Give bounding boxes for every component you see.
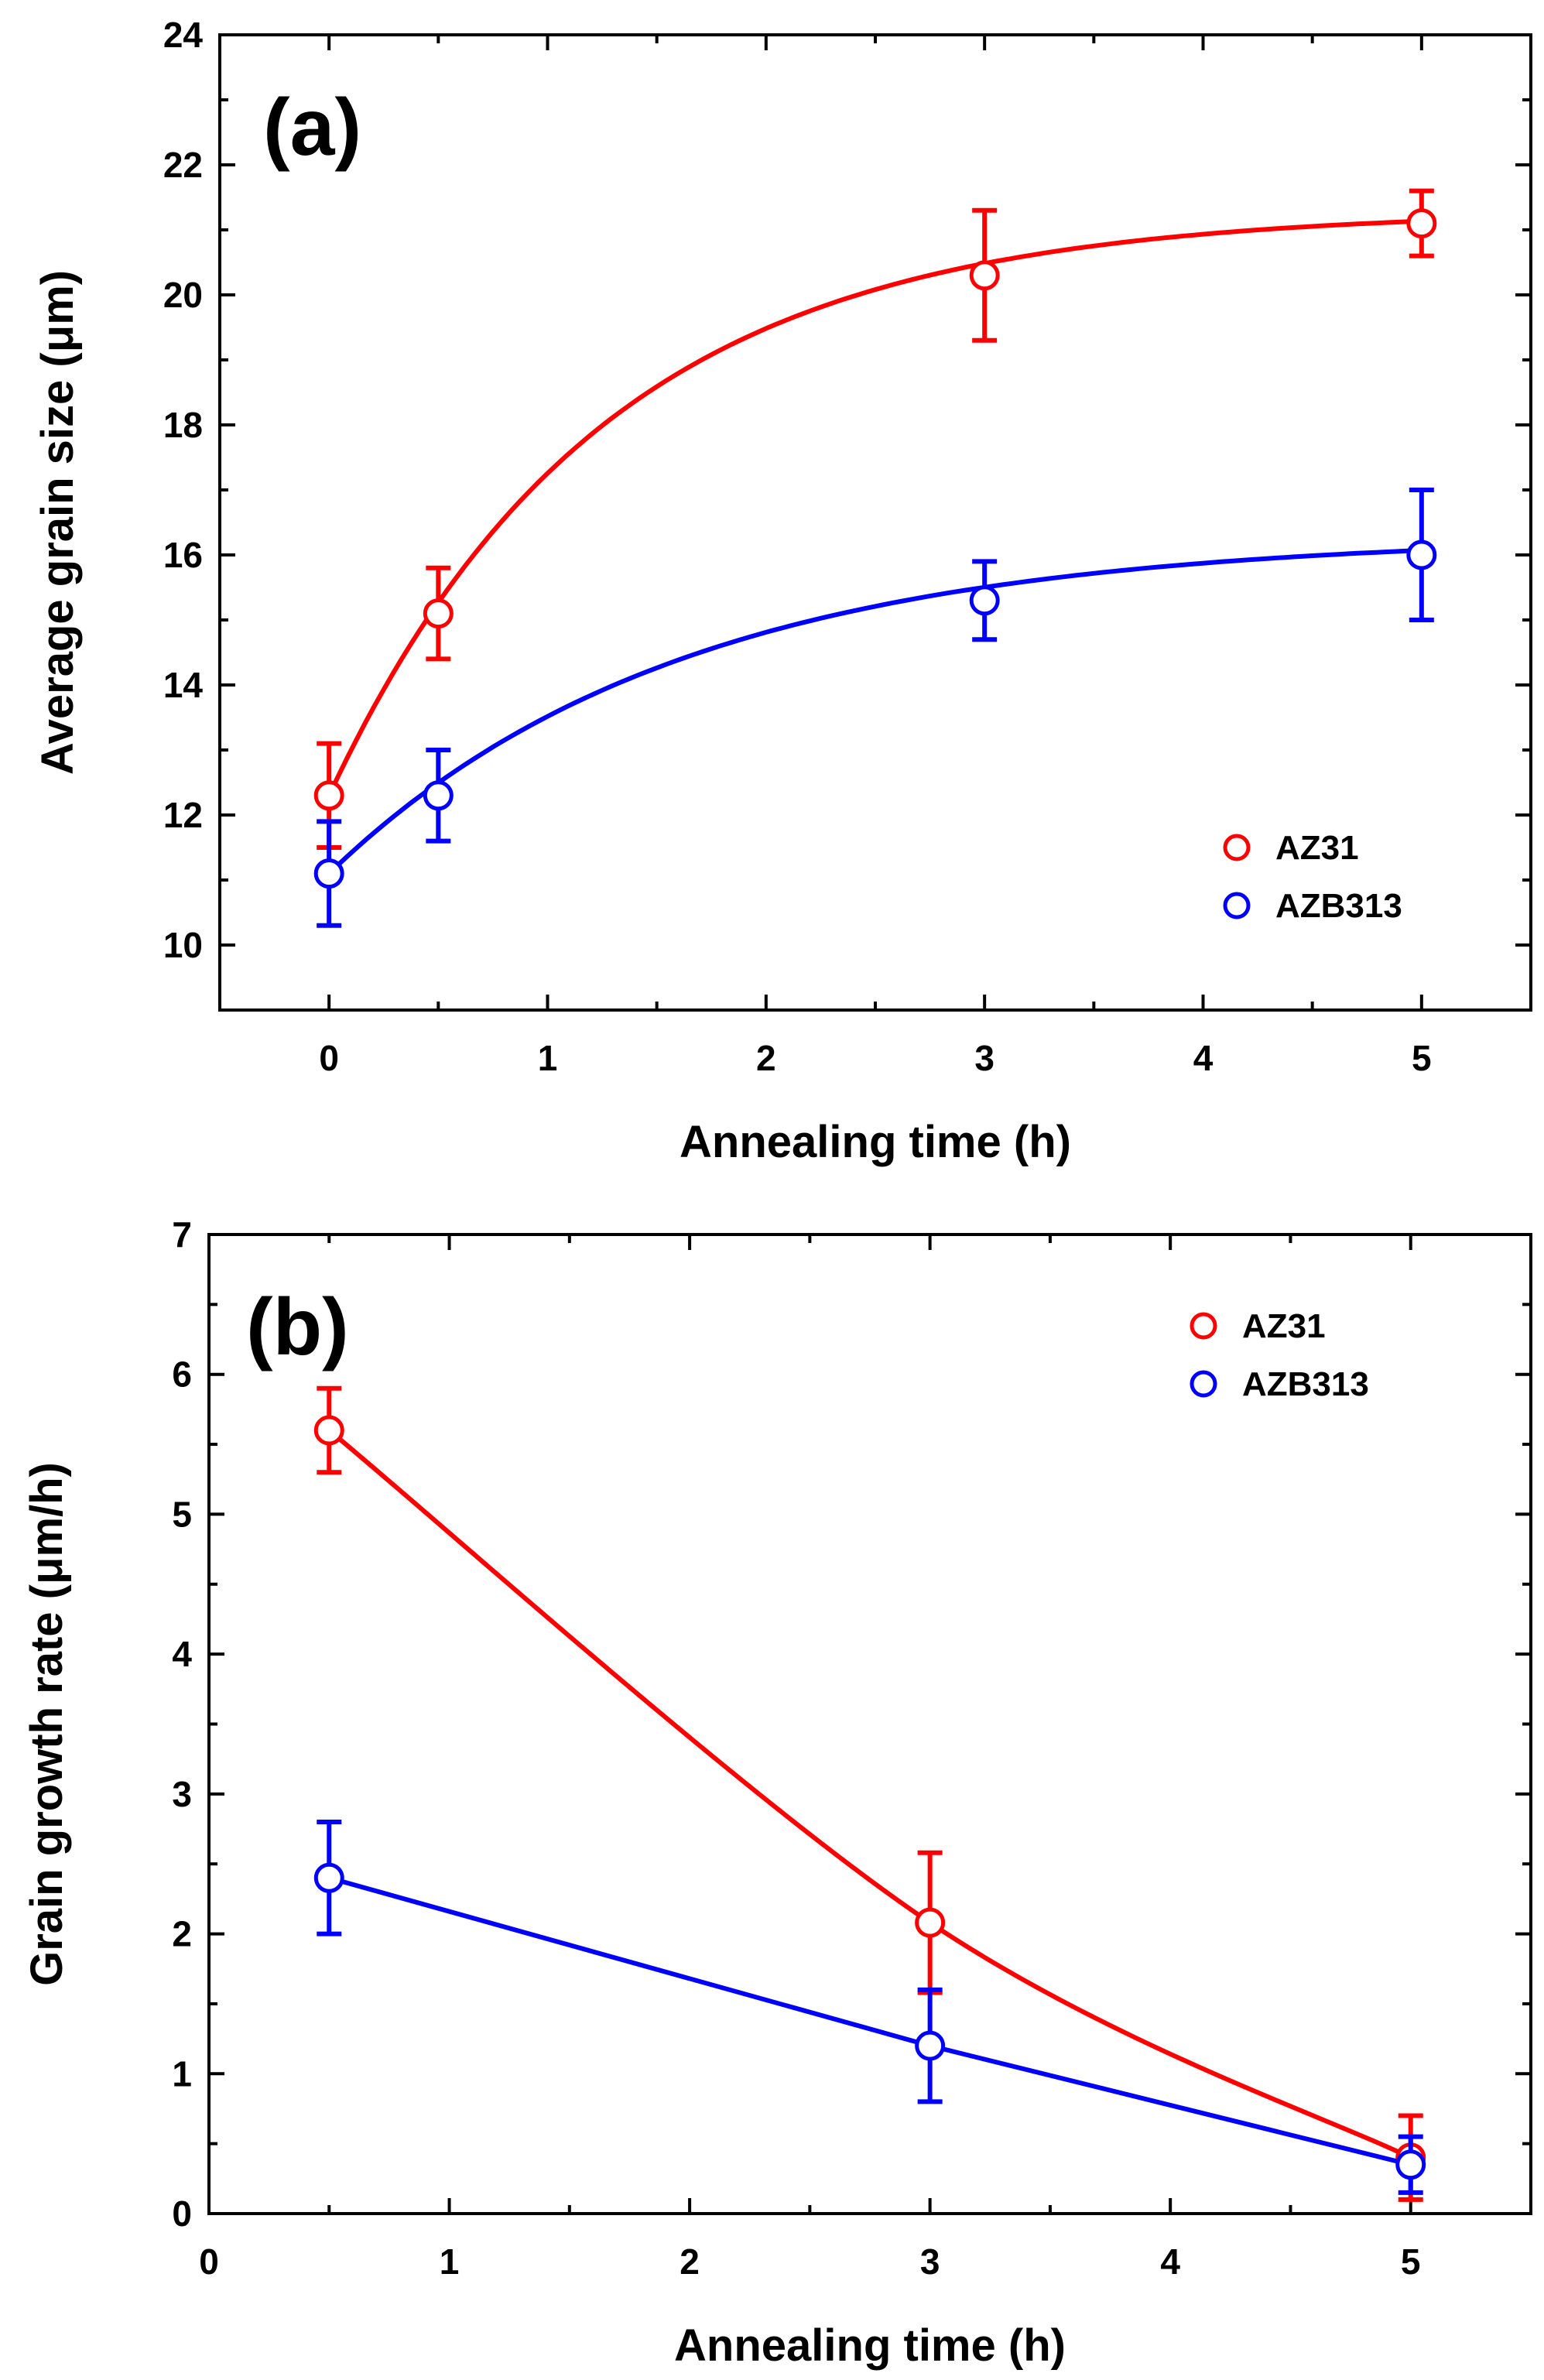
data-point <box>969 260 1000 291</box>
x-tick-label: 2 <box>756 1038 776 1078</box>
data-point <box>1406 539 1437 570</box>
panel-b: 0 1 2 3 4 5 0 1 2 3 4 5 6 7 Annealing time (h) Grain gr… <box>22 1214 1532 2371</box>
panel-label: (b) <box>246 1282 349 1372</box>
data-point <box>313 1415 344 1446</box>
y-tick-label: 16 <box>163 535 203 575</box>
legend-marker-AZ31 <box>1223 834 1251 861</box>
x-axis-title: Annealing time (h) <box>680 1117 1071 1167</box>
data-point <box>969 585 1000 616</box>
y-tick-label: 14 <box>163 665 204 705</box>
data-point <box>423 598 454 629</box>
data-point <box>313 1862 344 1893</box>
y-tick-label: 22 <box>163 145 203 185</box>
data-point <box>1395 2149 1426 2180</box>
series-AZB313 <box>313 1820 1426 2195</box>
x-tick-label: 5 <box>1401 2241 1421 2282</box>
data-point <box>313 780 344 811</box>
y-tick-label: 3 <box>172 1774 192 1814</box>
x-tick-label: 3 <box>974 1038 995 1078</box>
data-point <box>313 858 344 889</box>
y-tick-label: 4 <box>172 1634 192 1674</box>
x-tick-label: 0 <box>199 2241 219 2282</box>
panel-label: (a) <box>263 83 361 173</box>
legend-marker-AZB313 <box>1223 892 1251 919</box>
legend-label: AZ31 <box>1242 1307 1326 1345</box>
fit-line-AZB313 <box>328 1875 1412 2167</box>
data-point <box>915 1907 946 1938</box>
x-tick-label: 5 <box>1412 1038 1432 1078</box>
data-point <box>423 780 454 811</box>
legend-label: AZB313 <box>1275 887 1402 925</box>
y-tick-label: 1 <box>172 2053 192 2094</box>
y-tick-label: 2 <box>172 1914 192 1954</box>
y-tick-label: 0 <box>172 2193 192 2234</box>
y-tick-label: 20 <box>163 275 203 315</box>
x-tick-label: 4 <box>1193 1038 1214 1078</box>
y-tick-label: 5 <box>172 1494 192 1534</box>
y-tick-label: 6 <box>172 1354 192 1395</box>
y-tick-label: 24 <box>163 15 204 55</box>
y-tick-label: 10 <box>163 925 203 965</box>
fit-line-AZ31 <box>327 218 1422 797</box>
series-AZ31 <box>313 188 1437 850</box>
legend-marker-AZB313 <box>1190 1370 1217 1398</box>
series-AZB313 <box>313 488 1437 928</box>
y-axis-title: Average grain size (μm) <box>33 270 83 775</box>
y-tick-label: 12 <box>163 795 203 835</box>
x-tick-label: 1 <box>440 2241 460 2282</box>
y-tick-label: 18 <box>163 405 203 445</box>
y-axis-title: Grain growth rate (μm/h) <box>22 1462 72 1986</box>
x-tick-label: 1 <box>538 1038 558 1078</box>
legend-marker-AZ31 <box>1190 1312 1217 1340</box>
x-tick-label: 0 <box>319 1038 339 1078</box>
data-point <box>915 2030 946 2061</box>
legend-label: AZB313 <box>1242 1365 1369 1403</box>
x-tick-label: 3 <box>920 2241 940 2282</box>
series-AZ31 <box>313 1385 1426 2202</box>
x-axis-title: Annealing time (h) <box>674 2320 1066 2371</box>
fit-line-AZ31 <box>327 1428 1412 2160</box>
y-tick-label: 7 <box>172 1214 192 1255</box>
fit-line-AZB313 <box>327 548 1422 875</box>
x-tick-label: 2 <box>680 2241 700 2282</box>
legend-label: AZ31 <box>1275 829 1359 867</box>
data-point <box>1406 208 1437 239</box>
x-tick-label: 4 <box>1160 2241 1180 2282</box>
